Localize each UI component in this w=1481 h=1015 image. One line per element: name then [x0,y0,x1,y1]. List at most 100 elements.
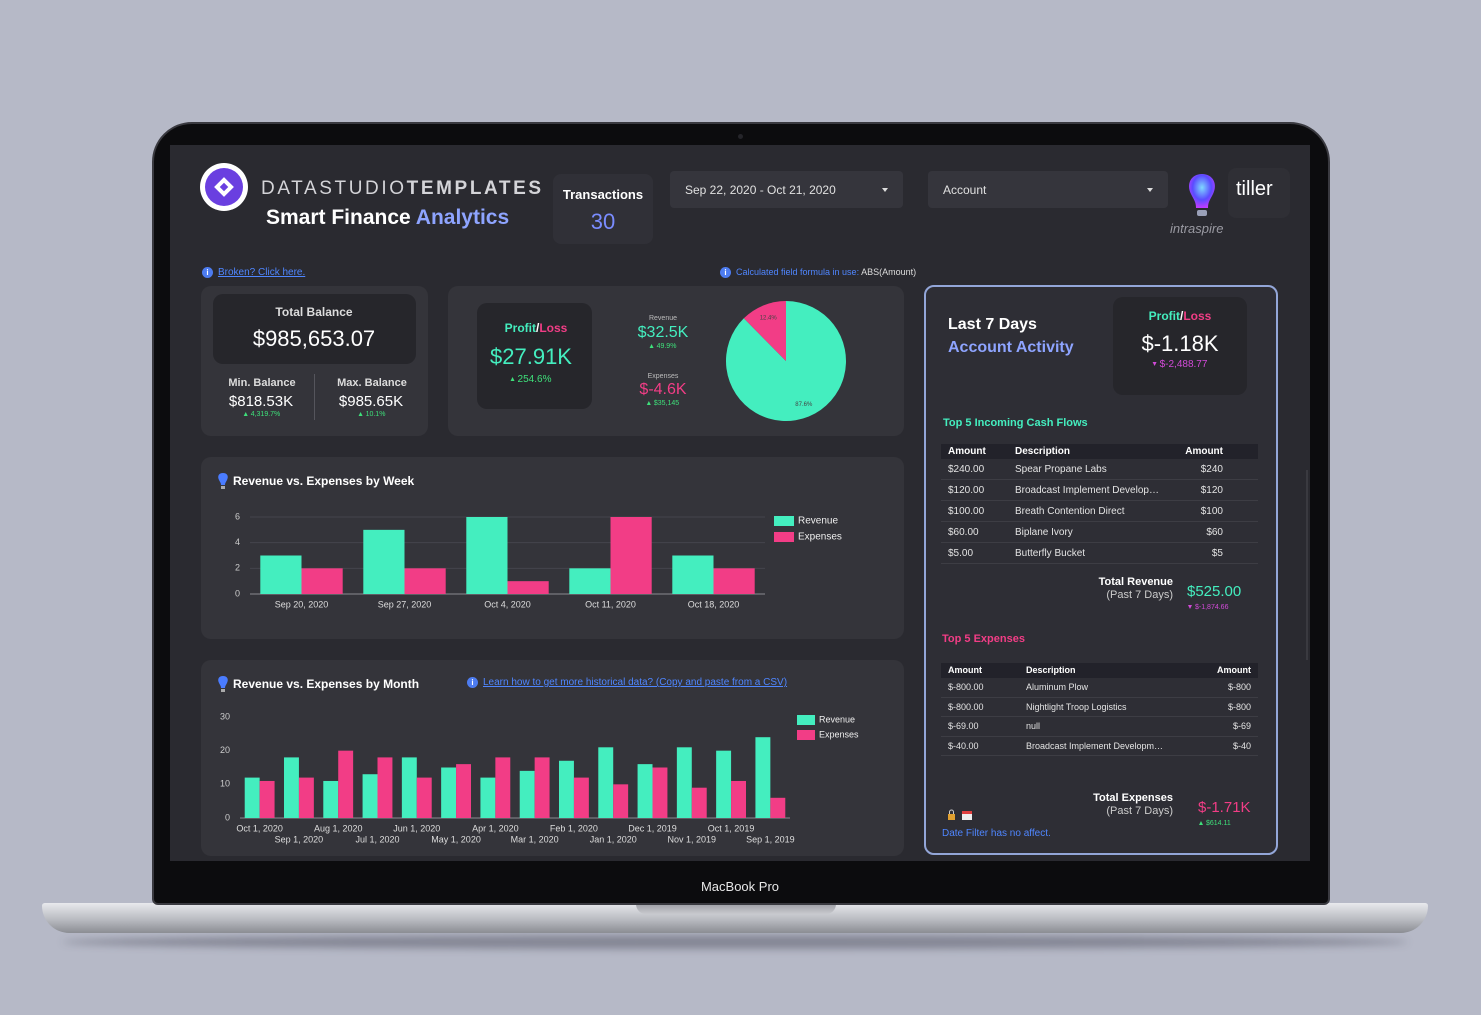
table-row: $-40.00 Broadcast Implement Developm… $-40 [941,737,1258,756]
table-cell: $-40 [1232,740,1251,751]
table-row: $-800.00 Aluminum Plow $-800 [941,678,1258,698]
title: Smart Finance [266,206,411,229]
arrow [358,412,363,417]
x-tick-label: Oct 18, 2020 [688,599,740,609]
bar [598,747,614,818]
total-value: $525.00 [1187,583,1242,600]
panel-subtitle: Account Activity [948,339,1074,356]
bar [507,581,549,594]
table-row: $60.00 Biplane Ivory $60 [941,522,1258,543]
bar [480,777,496,818]
bar [298,777,314,818]
table-cell: $-800 [1227,701,1251,712]
intraspire-logo: intraspire [1170,221,1224,236]
brand-light: DATASTUDIO [261,178,407,199]
table-cell: Broadcast Implement Develop… [1015,485,1159,496]
formula: ABS(Amount) [861,266,917,277]
pie-label: 87.6% [795,402,813,408]
arrow [510,377,515,382]
info-icon: i [467,677,478,688]
table-cell: $100 [1200,506,1223,517]
revenue-label: Revenue [648,315,678,322]
total-period: (Past 7 Days) [1106,589,1173,601]
bar [672,555,714,594]
table-cell: Nightlight Troop Logistics [1026,701,1127,712]
expenses-change: $35,145 [646,400,680,407]
divider [314,374,315,420]
date-range[interactable]: Sep 22, 2020 - Oct 21, 2020 [685,183,836,197]
pie-label: 12.4% [760,315,778,321]
table-header: Amount Description Amount [941,663,1258,678]
laptop-notch [636,903,836,914]
table-row: $120.00 Broadcast Implement Develop… $120 [941,480,1258,501]
info-icon: i [720,267,731,278]
bar [534,757,550,818]
y-tick-label: 20 [220,745,230,755]
bar [259,780,275,818]
bar [755,737,771,818]
bar [466,517,508,594]
revenue-value: $32.5K [637,324,689,341]
sep: / [535,321,540,335]
x-tick-label: Oct 11, 2020 [585,599,636,609]
max-change: 10.1% [358,411,385,418]
bar [404,568,446,594]
x-tick-label: Nov 1, 2019 [668,834,717,844]
dashboard-title: Smart Finance Analytics [266,207,509,228]
legend-swatch [797,730,815,740]
change: 49.9% [656,343,677,350]
balance-title: Total Balance [275,305,353,319]
formula-note: i Calculated field formula in use: ABS(Am… [720,267,916,278]
table-cell: Amount [1185,446,1223,457]
profit-loss-label: Profit/Loss [505,322,568,334]
x-tick-label: Oct 1, 2020 [236,823,283,833]
bar [573,777,589,818]
table-cell: $-69 [1232,721,1251,731]
link[interactable]: Learn how to get more historical data? (… [483,677,788,689]
x-tick-label: Dec 1, 2019 [628,823,677,833]
bar [260,555,302,594]
bar [652,767,668,818]
total-label: Total Revenue [1098,576,1173,588]
total-change: $614.11 [1199,820,1231,827]
weekly-card [201,457,904,639]
total-label: Total Expenses [1093,792,1173,804]
table-cell: $120.00 [948,485,985,496]
max-value: $985.65K [338,393,404,410]
change: 254.6% [517,374,552,385]
date-dropdown[interactable] [670,171,903,208]
min-value: $818.53K [228,393,294,410]
table-cell: $-800 [1227,682,1251,692]
change: $35,145 [653,400,680,407]
account-dropdown[interactable] [928,171,1168,208]
monthly-card [201,660,904,856]
table-cell: Amount [948,665,982,675]
account-filter[interactable]: Account [943,183,987,197]
bar [323,780,339,818]
table-cell: $60 [1206,527,1223,538]
expenses-value: $-4.6K [639,381,687,398]
bar [456,764,471,818]
broken-link[interactable]: i Broken? Click here. [202,267,305,278]
bar [362,774,378,818]
table-row: $100.00 Breath Contention Direct $100 [941,501,1258,522]
table-cell: $5.00 [948,548,974,559]
bar [613,784,629,818]
bar [441,767,457,818]
arrow [646,401,651,406]
profit-change: 254.6% [510,374,552,385]
link[interactable]: Broken? Click here. [218,267,306,279]
historical-link[interactable]: i Learn how to get more historical data? … [467,677,787,688]
revenue-change: 49.9% [649,343,677,350]
bar [301,568,343,594]
x-tick-label: Sep 27, 2020 [378,599,432,609]
balance-value: $985,653.07 [252,326,376,351]
change: $-2,488.77 [1159,359,1208,370]
legend-label: Revenue [798,516,838,527]
bar [495,757,511,818]
table-cell: $120 [1200,485,1223,496]
y-tick-label: 0 [235,588,240,598]
table-cell: Description [1026,665,1076,675]
table-cell: $-40.00 [948,740,979,751]
